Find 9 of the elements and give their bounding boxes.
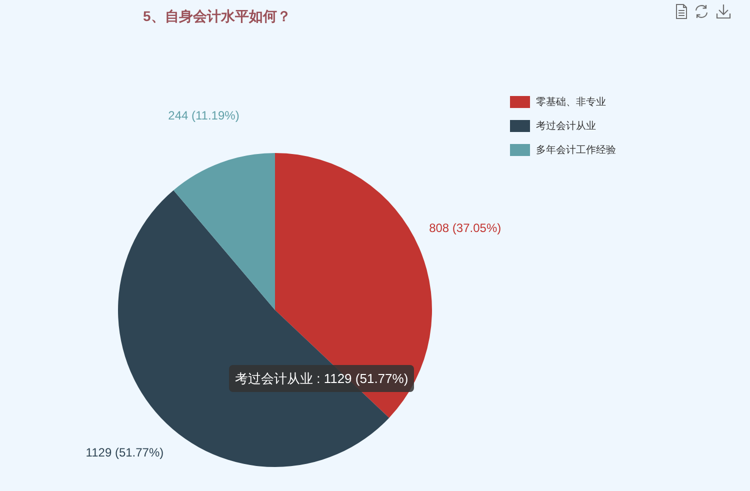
- data-label: 244 (11.19%): [168, 108, 240, 123]
- text: 考过会计从业 : 1129 (51.77%): [229, 365, 414, 392]
- data-label: 808 (37.05%): [429, 221, 502, 236]
- legend-label: 多年会计工作经验: [536, 144, 616, 156]
- legend-label: 考过会计从业: [536, 120, 596, 132]
- data-label: 1129 (51.77%): [86, 445, 164, 460]
- pie-slice: [174, 153, 275, 310]
- legend-label: 零基础、非专业: [536, 96, 606, 108]
- chart-title: 5、自身会计水平如何？: [143, 8, 291, 24]
